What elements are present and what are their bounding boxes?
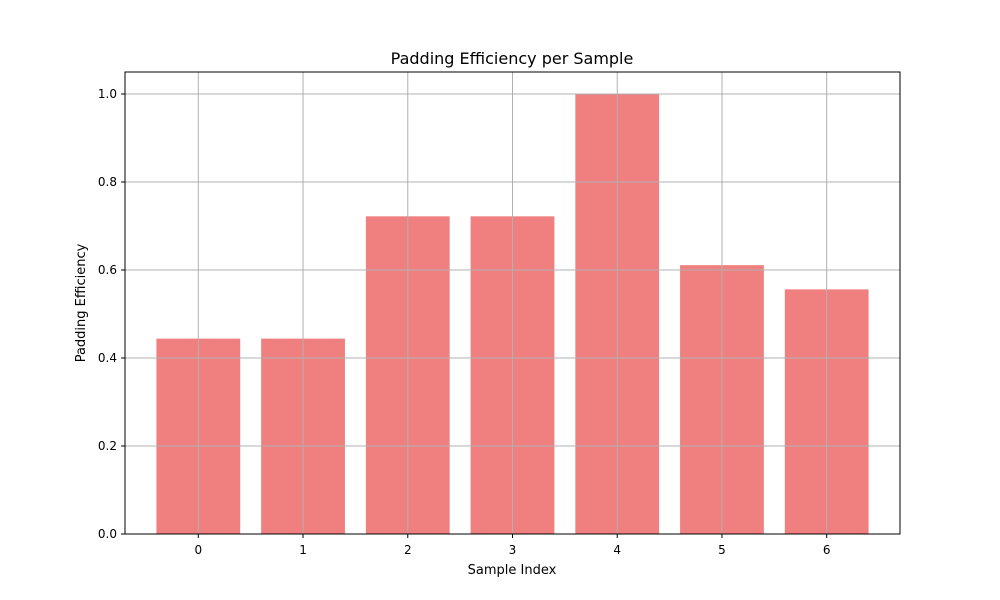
x-tick-label-6: 6 [823,543,831,557]
x-tick-label-1: 1 [299,543,307,557]
chart-title: Padding Efficiency per Sample [391,49,634,68]
y-tick-label-5: 1.0 [98,87,117,101]
y-tick-label-0: 0.0 [98,527,117,541]
x-tick-label-0: 0 [194,543,202,557]
ticks-layer: 0 1 2 3 4 5 6 0.0 0.2 0.4 0.6 0.8 1.0 [98,87,831,557]
x-axis-label: Sample Index [468,563,557,578]
x-tick-label-4: 4 [613,543,621,557]
y-tick-label-3: 0.6 [98,263,117,277]
grid-layer [125,72,900,535]
x-tick-label-2: 2 [404,543,412,557]
x-tick-label-3: 3 [509,543,517,557]
y-tick-label-2: 0.4 [98,351,117,365]
y-tick-label-4: 0.8 [98,175,117,189]
y-tick-label-1: 0.2 [98,439,117,453]
y-axis-label: Padding Efficiency [74,243,89,362]
x-tick-label-5: 5 [718,543,726,557]
